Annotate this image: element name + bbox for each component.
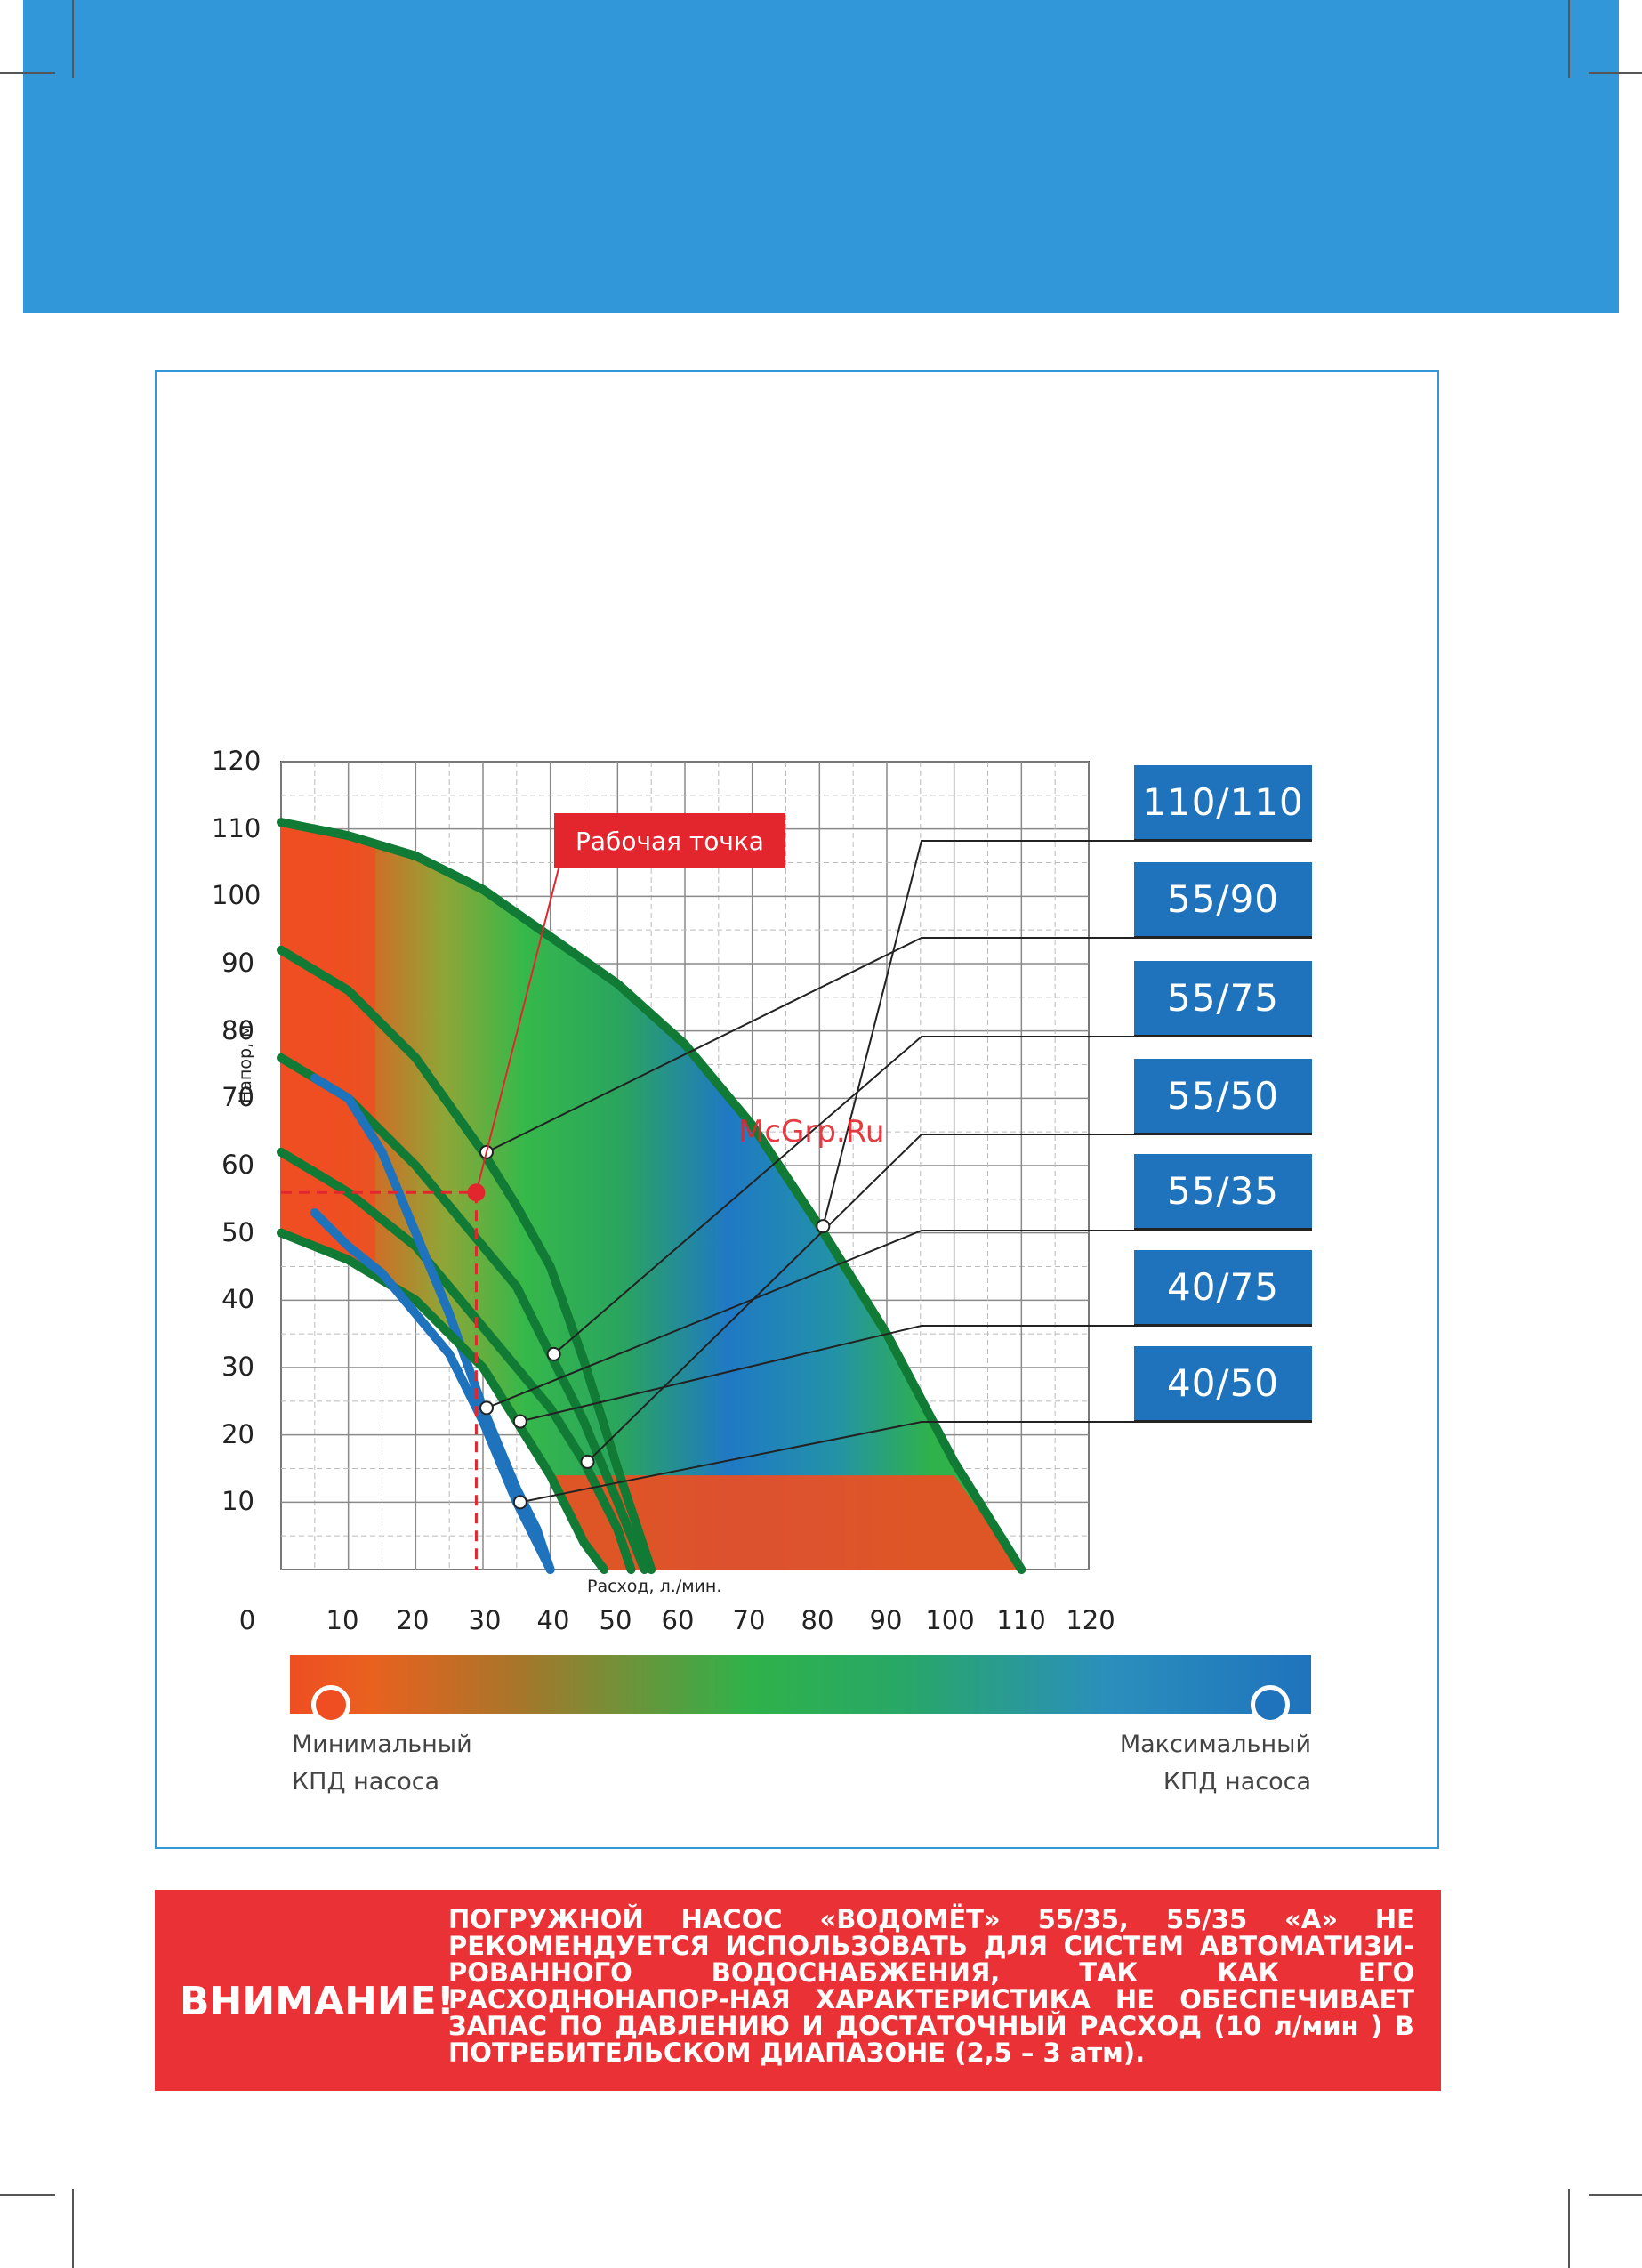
legend-label-55-50: 55/50 <box>1134 1059 1312 1135</box>
y-tick-label: 20 <box>221 1418 254 1449</box>
curve-55-90 <box>277 945 656 1574</box>
y-tick-label: 60 <box>221 1150 254 1180</box>
y-tick-label: 10 <box>221 1486 254 1517</box>
y-tick-label: 120 <box>212 746 262 776</box>
warning-panel: ВНИМАНИЕ! ПОГРУЖНОЙ НАСОС «ВОДОМЁТ» 55/3… <box>155 1890 1441 2091</box>
efficiency-gradient-bar <box>290 1655 1311 1714</box>
curve-55-50 <box>277 1147 636 1574</box>
leader-line <box>486 1230 1312 1409</box>
crop-mark <box>1589 2194 1642 2196</box>
crop-mark <box>1589 72 1642 74</box>
warning-title: ВНИМАНИЕ! <box>180 1979 455 2024</box>
curve-55-75 <box>277 1053 649 1574</box>
low-efficiency-zone <box>550 1475 1022 1570</box>
max-efficiency-line2: КПД насоса <box>1163 1768 1311 1796</box>
curve-point-marker <box>546 1346 561 1361</box>
max-efficiency-label: Максимальный КПД насоса <box>1120 1726 1311 1801</box>
x-tick-label: 120 <box>1066 1605 1115 1635</box>
legend-label-110-110: 110/110 <box>1134 765 1312 842</box>
y-tick-label: 70 <box>221 1082 254 1113</box>
x-tick-label: 50 <box>599 1605 632 1635</box>
legend-label-40-50: 40/50 <box>1134 1346 1312 1423</box>
curve-point-marker <box>512 1414 527 1429</box>
y-tick-label: 110 <box>212 812 262 843</box>
legend-label-55-75: 55/75 <box>1134 961 1312 1037</box>
crop-mark <box>1568 2189 1570 2268</box>
x-tick-label: 90 <box>869 1605 903 1635</box>
curve-point-marker <box>580 1454 595 1469</box>
min-efficiency-line1: Минимальный <box>292 1731 472 1758</box>
x-tick-label: 0 <box>238 1605 256 1635</box>
y-axis-label: Напор, м. <box>236 1019 255 1104</box>
y-tick-label: 30 <box>221 1352 254 1382</box>
y-tick-label: 90 <box>221 948 254 978</box>
curve-point-marker <box>479 1400 494 1416</box>
x-tick-label: 60 <box>661 1605 695 1635</box>
low-efficiency-zone <box>281 822 375 1274</box>
x-tick-label: 20 <box>396 1605 430 1635</box>
max-efficiency-line1: Максимальный <box>1119 1731 1311 1758</box>
x-tick-label: 80 <box>801 1605 834 1635</box>
legend-label-40-75: 40/75 <box>1134 1250 1312 1327</box>
min-efficiency-marker <box>311 1685 350 1724</box>
x-tick-label: 70 <box>732 1605 766 1635</box>
efficiency-zone <box>281 822 1022 1570</box>
work-point-marker <box>467 1183 486 1202</box>
work-point-leader <box>475 868 559 1193</box>
y-tick-label: 80 <box>221 1014 254 1045</box>
x-axis-label: Расход, л./мин. <box>587 1577 722 1596</box>
header-band <box>23 0 1619 313</box>
y-tick-label: 40 <box>221 1284 254 1315</box>
curve-40-75 <box>277 1228 609 1574</box>
x-tick-label: 40 <box>536 1605 570 1635</box>
curve-point-marker <box>512 1495 527 1510</box>
warning-text: ПОГРУЖНОЙ НАСОС «ВОДОМЁТ» 55/35, 55/35 «… <box>448 1904 1414 2068</box>
y-tick-label: 50 <box>221 1216 254 1247</box>
legend-label-55-35: 55/35 <box>1134 1154 1312 1231</box>
y-tick-label: 100 <box>212 880 262 911</box>
min-efficiency-label: Минимальный КПД насоса <box>292 1726 472 1801</box>
x-tick-label: 110 <box>996 1605 1046 1635</box>
watermark-text: McGrp.Ru <box>738 1114 885 1150</box>
work-point-label: Рабочая точка <box>554 813 785 868</box>
x-tick-label: 10 <box>326 1605 359 1635</box>
max-efficiency-marker <box>1251 1685 1290 1724</box>
crop-mark <box>0 2194 55 2196</box>
x-tick-label: 100 <box>925 1605 975 1635</box>
crop-mark <box>72 0 74 78</box>
curve-110-110 <box>277 818 1026 1574</box>
crop-mark <box>0 72 55 74</box>
curve-point-marker <box>816 1219 831 1234</box>
legend-label-55-90: 55/90 <box>1134 862 1312 939</box>
curve-55-35 <box>310 1073 555 1574</box>
crop-mark <box>72 2189 74 2268</box>
min-efficiency-line2: КПД насоса <box>292 1768 440 1796</box>
crop-mark <box>1568 0 1570 78</box>
curve-40-50 <box>310 1207 555 1574</box>
x-tick-label: 30 <box>468 1605 502 1635</box>
